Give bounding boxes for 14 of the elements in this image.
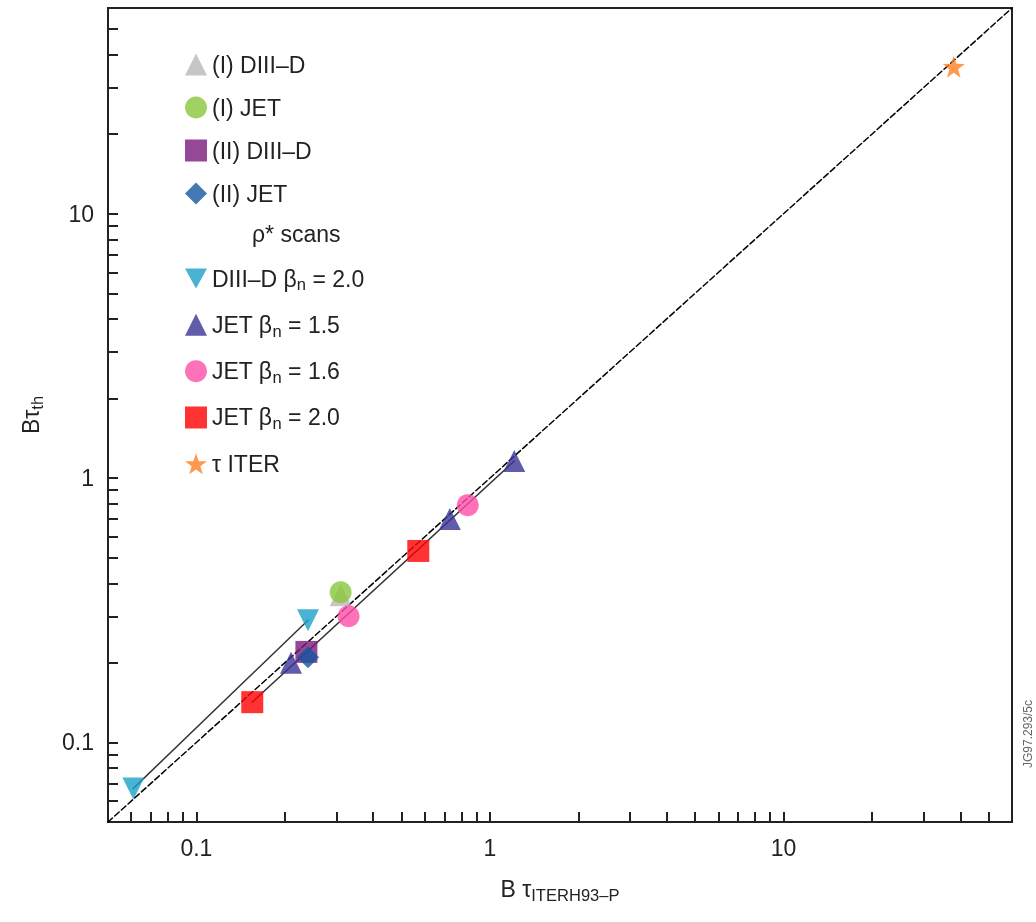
legend-label: τ ITER xyxy=(212,450,280,477)
legend-label: (II) JET xyxy=(212,180,288,207)
text: JG97.293/5c xyxy=(1021,700,1035,769)
legend-label: (II) DIII–D xyxy=(212,137,312,164)
legend-label: (I) DIII–D xyxy=(212,51,306,78)
legend-title: ρ* scans xyxy=(252,220,341,247)
y-tick-label: 10 xyxy=(68,200,94,227)
x-tick-label: 10 xyxy=(770,834,797,861)
y-tick-label: 1 xyxy=(81,465,94,492)
x-tick-label: 0.1 xyxy=(180,834,213,861)
legend-label: (I) JET xyxy=(212,94,281,121)
y-tick-label: 0.1 xyxy=(62,729,94,756)
y-axis-title: Bτth xyxy=(18,395,47,435)
x-tick-label: 1 xyxy=(483,834,497,861)
